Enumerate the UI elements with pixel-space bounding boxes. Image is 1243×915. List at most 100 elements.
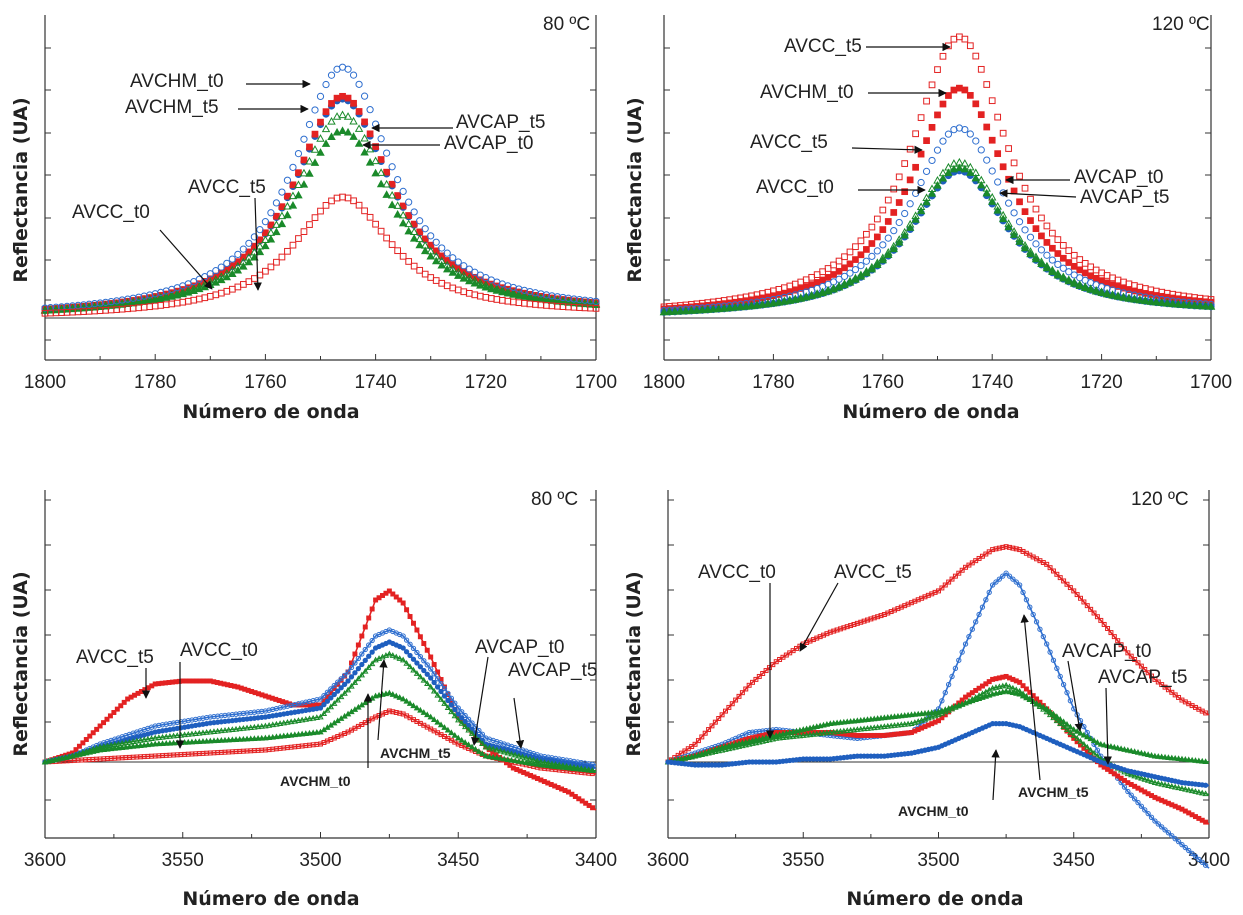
x-tick-label: 3400: [1188, 850, 1230, 871]
data-point: [317, 713, 324, 720]
data-point: [989, 582, 996, 588]
data-point: [376, 179, 386, 188]
data-point: [455, 716, 462, 723]
data-point: [756, 728, 762, 735]
data-point: [776, 734, 783, 741]
data-point: [1115, 638, 1121, 644]
data-point: [891, 722, 898, 728]
data-point: [895, 218, 903, 227]
data-point: [1057, 575, 1063, 581]
data-point: [162, 301, 170, 309]
data-point: [331, 700, 338, 706]
data-point: [292, 701, 298, 708]
data-point: [698, 751, 706, 757]
data-point: [382, 190, 391, 198]
annotation-label: AVCHM_t0: [130, 71, 224, 92]
data-point: [687, 306, 696, 314]
data-point: [857, 725, 864, 732]
data-point: [983, 81, 991, 88]
data-point: [273, 720, 280, 727]
data-point: [1151, 779, 1159, 786]
data-point: [1175, 784, 1182, 791]
data-point: [497, 747, 504, 754]
data-point: [840, 727, 848, 734]
data-point: [709, 723, 715, 729]
data-point: [1145, 810, 1151, 817]
data-point: [945, 42, 952, 50]
data-point: [841, 625, 847, 631]
data-point: [284, 719, 291, 725]
data-point: [207, 737, 214, 744]
data-point: [1016, 172, 1023, 180]
data-point: [225, 726, 232, 733]
data-point: [277, 705, 283, 711]
data-point: [785, 296, 795, 304]
data-point: [306, 698, 313, 705]
data-point: [343, 127, 353, 136]
data-point: [797, 278, 805, 286]
panel-top-left: 1800 1780 1760 1740 1720 1700 80 ºC Número de…: [10, 14, 617, 423]
data-point: [895, 173, 903, 181]
annotation-label: AVCC_t0: [180, 640, 258, 661]
annotation-arrow: [991, 749, 1000, 801]
data-point: [96, 299, 104, 307]
data-point: [905, 601, 911, 607]
data-point: [884, 234, 892, 242]
data-point: [410, 262, 418, 270]
data-point: [791, 295, 800, 303]
data-point: [414, 627, 420, 633]
annotation-label: AVCAP_t0: [1074, 167, 1163, 188]
data-point: [366, 213, 374, 221]
data-point: [203, 737, 210, 744]
data-point: [1017, 679, 1023, 685]
data-point: [1138, 749, 1145, 756]
data-point: [267, 221, 275, 229]
data-point: [410, 645, 417, 652]
data-point: [1023, 692, 1030, 699]
data-point: [452, 706, 458, 713]
data-point: [170, 732, 177, 739]
data-point: [1026, 249, 1035, 258]
data-point: [388, 163, 396, 171]
data-point: [1087, 746, 1094, 753]
data-point: [934, 111, 941, 119]
data-point: [915, 597, 921, 603]
data-point: [966, 42, 974, 50]
data-point: [80, 740, 86, 746]
data-point: [1054, 571, 1060, 577]
data-point: [272, 220, 281, 228]
data-point: [1005, 175, 1012, 183]
data-point: [245, 239, 253, 247]
data-point: [760, 671, 766, 676]
data-point: [254, 723, 262, 730]
data-point: [1168, 299, 1177, 308]
data-point: [461, 739, 469, 745]
data-point: [445, 690, 451, 697]
data-point: [1149, 673, 1154, 679]
data-point: [90, 730, 96, 736]
data-point: [1021, 226, 1029, 234]
data-point: [868, 252, 876, 260]
annotation-label: AVCC_t5: [834, 562, 912, 583]
data-point: [846, 248, 854, 256]
data-point: [299, 168, 309, 177]
data-point: [417, 664, 424, 670]
data-point: [1199, 757, 1206, 764]
data-point: [977, 111, 985, 119]
data-point: [867, 264, 877, 273]
data-point: [371, 156, 380, 165]
data-point: [928, 81, 936, 89]
x-tick-label: 3600: [647, 850, 689, 871]
data-point: [537, 290, 545, 298]
data-point: [489, 745, 497, 752]
data-point: [750, 679, 756, 685]
data-point: [394, 192, 401, 199]
data-point: [1121, 784, 1128, 790]
data-point: [232, 725, 240, 732]
data-point: [972, 137, 980, 145]
data-point: [1185, 786, 1192, 793]
data-point: [348, 664, 355, 671]
data-point: [46, 304, 55, 312]
data-point: [458, 720, 465, 726]
